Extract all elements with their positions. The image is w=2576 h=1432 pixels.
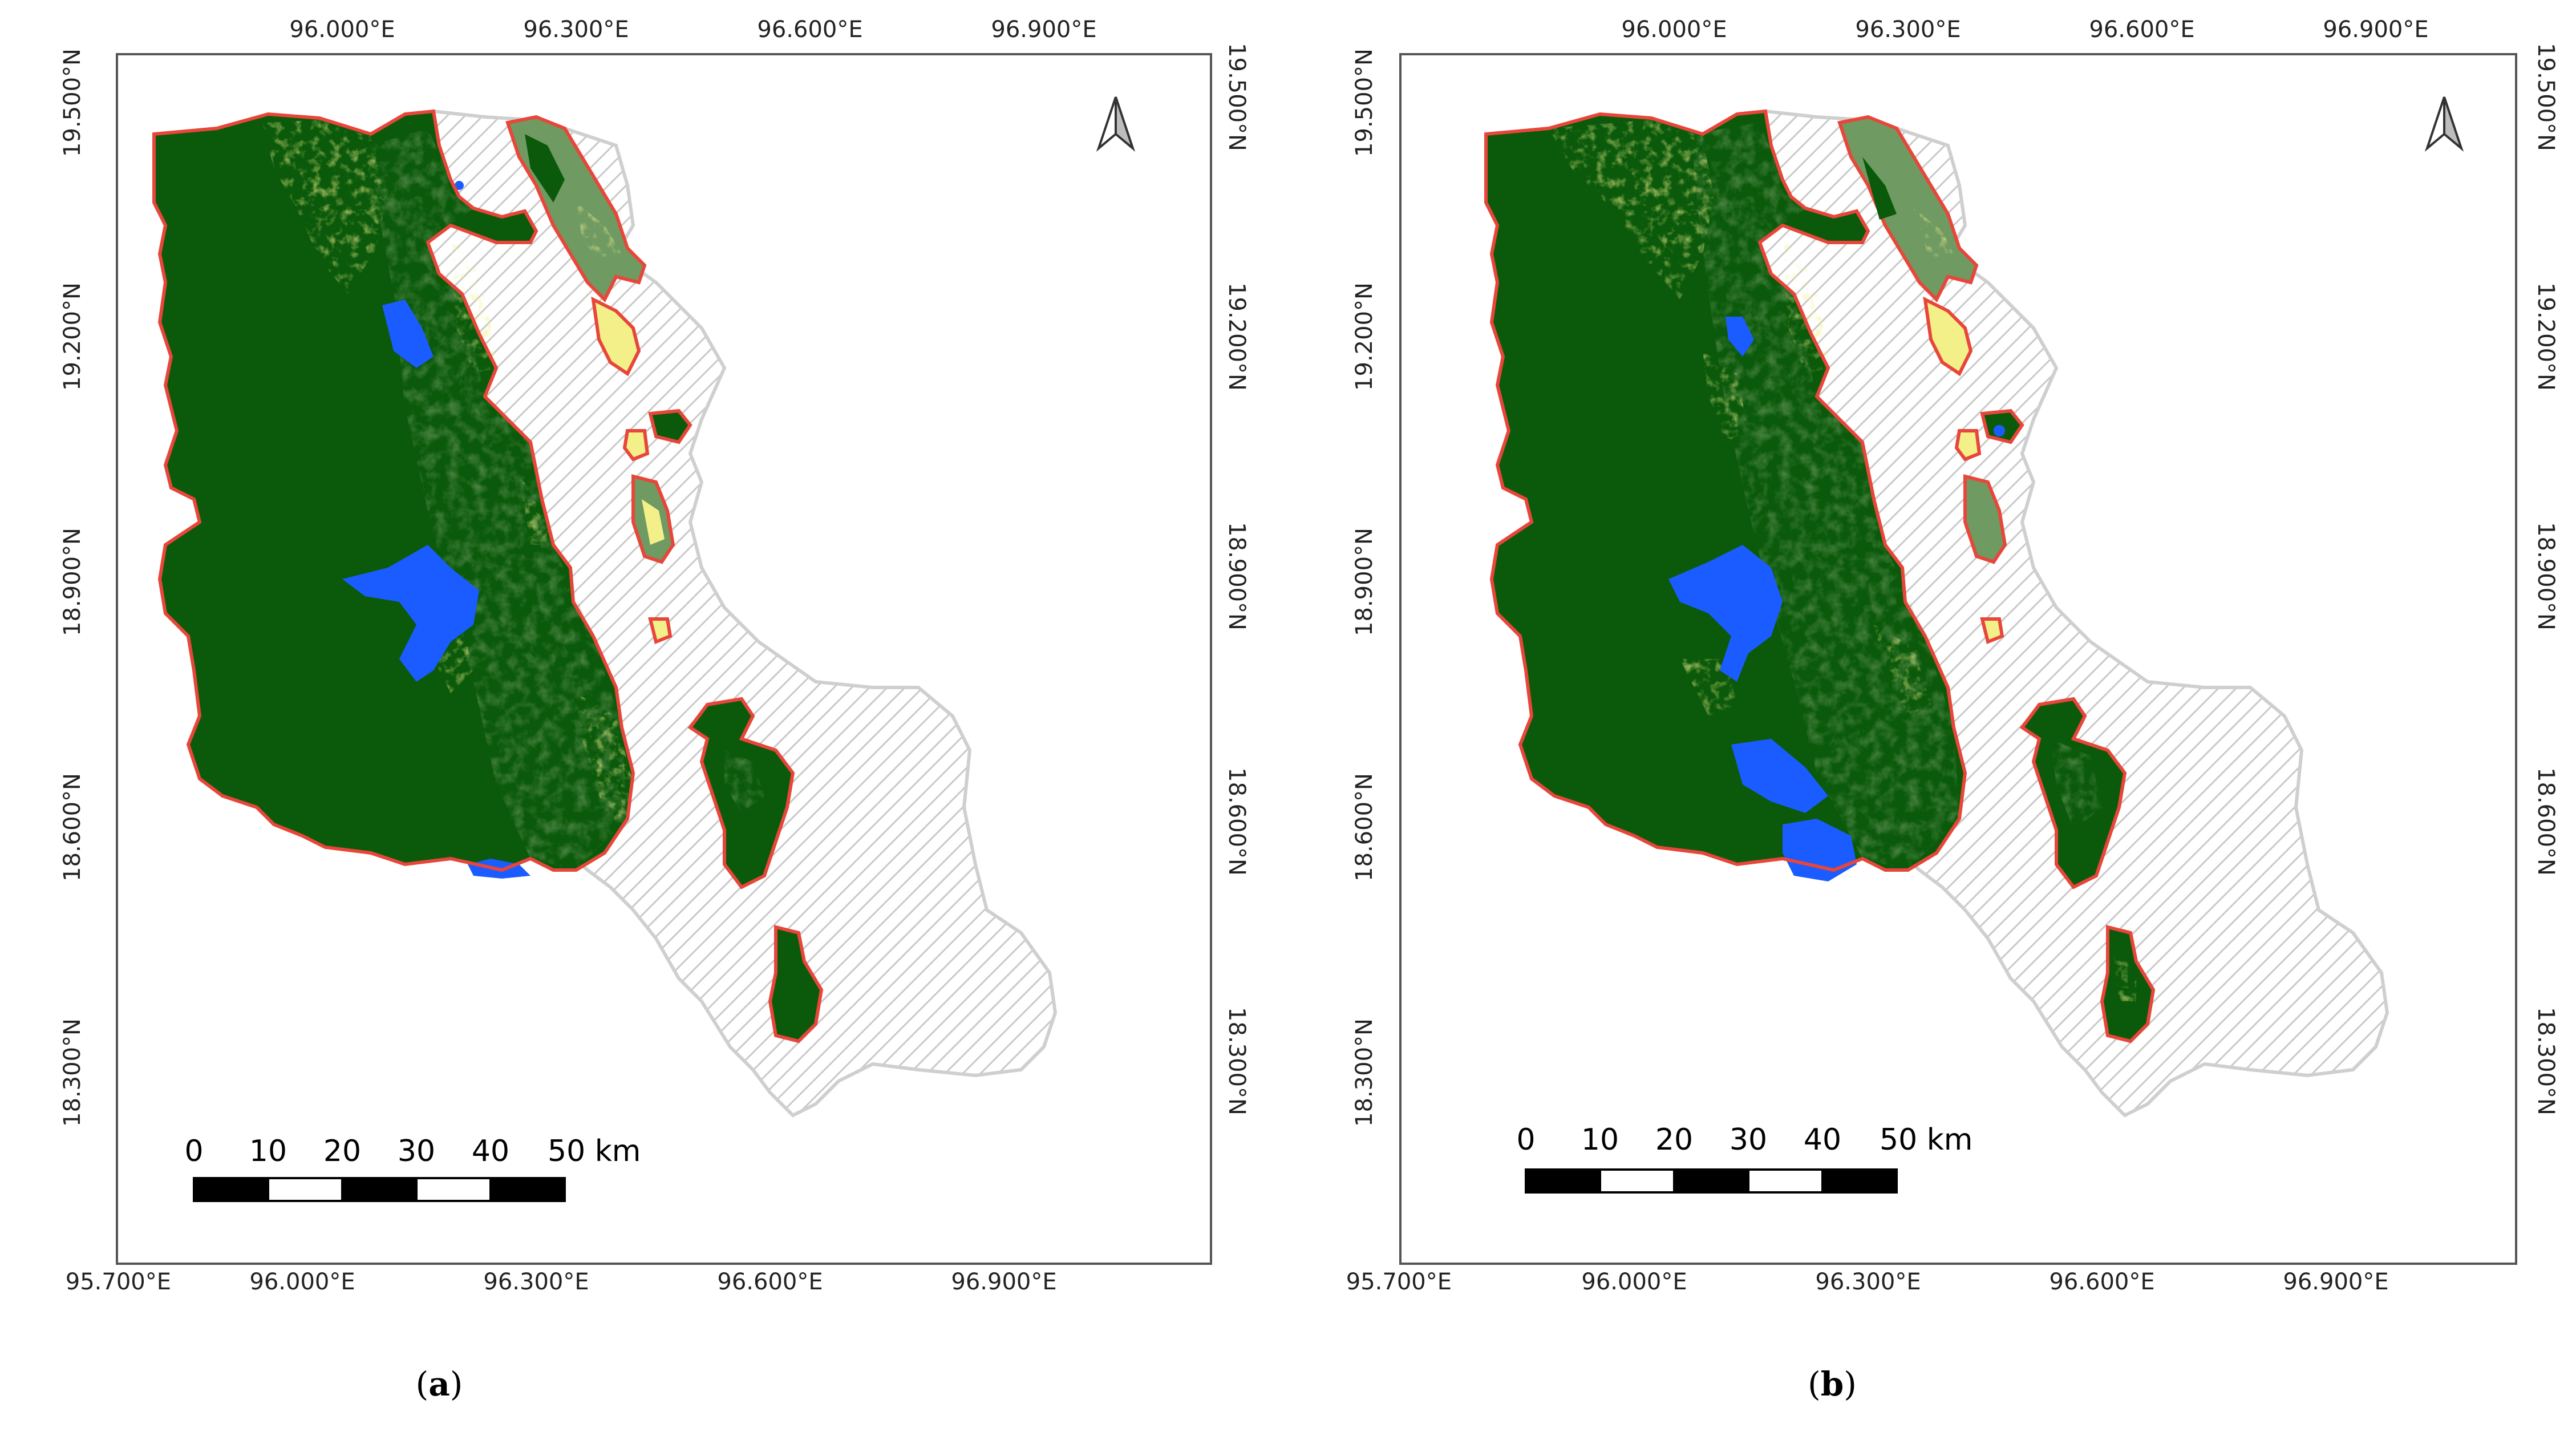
water-reservoir-north (382, 300, 434, 368)
top-x-ticks: 96.000°E 96.300°E 96.600°E 96.900°E (289, 17, 1096, 43)
tick-label: 18.300°N (59, 1018, 86, 1127)
tick-label: 96.600°E (2089, 17, 2194, 43)
scale-label: 30 (1730, 1123, 1767, 1157)
caption-letter: a (428, 1365, 450, 1403)
tick-label: 18.600°N (59, 773, 86, 881)
scale-label: 50 km (548, 1134, 641, 1168)
tick-label: 96.300°E (1815, 1269, 1921, 1295)
water-reservoir-central (342, 545, 479, 682)
caption-letter: b (1820, 1365, 1844, 1403)
tick-label: 95.700°E (1346, 1269, 1452, 1295)
water-south (1783, 819, 1857, 881)
scale-label: 20 (1655, 1123, 1693, 1157)
tick-label: 96.000°E (249, 1269, 355, 1295)
open-land-north (262, 120, 388, 294)
tick-label: 96.900°E (2283, 1269, 2388, 1295)
top-x-ticks: 96.000°E 96.300°E 96.600°E 96.900°E (1621, 17, 2428, 43)
scale-label: 50 km (1880, 1123, 1972, 1157)
left-y-ticks: 19.500°N 19.200°N 18.900°N 18.600°N 18.3… (1351, 48, 1378, 1127)
tick-label: 19.200°N (1351, 282, 1378, 391)
tick-label: 18.300°N (2533, 1007, 2559, 1115)
tick-label: 96.600°E (717, 1269, 823, 1295)
tick-label: 96.000°E (1621, 17, 1727, 43)
scale-label: 40 (1804, 1123, 1841, 1157)
tick-label: 18.300°N (1224, 1007, 1250, 1115)
water-reservoir-north (1726, 317, 1754, 357)
tick-label: 18.600°N (2533, 767, 2559, 876)
tick-label: 96.300°E (1855, 17, 1961, 43)
map-panel-a: 0 10 20 30 40 50 km 96.000°E 96.300°E 96… (59, 17, 1250, 1295)
tick-label: 18.900°N (1224, 522, 1250, 630)
bottom-x-ticks: 95.700°E 96.000°E 96.300°E 96.600°E 96.9… (66, 1269, 1057, 1295)
left-y-ticks: 19.500°N 19.200°N 18.900°N 18.600°N 18.3… (59, 48, 86, 1127)
scale-bar: 0 10 20 30 40 50 km (1516, 1123, 1972, 1194)
scale-label: 0 (184, 1134, 203, 1168)
scale-bar: 0 10 20 30 40 50 km (184, 1134, 641, 1202)
tick-label: 95.700°E (66, 1269, 171, 1295)
tick-label: 19.500°N (1224, 43, 1250, 151)
tick-label: 96.300°E (523, 17, 629, 43)
caption-b: (b) (1808, 1365, 1857, 1403)
tick-label: 96.600°E (757, 17, 862, 43)
caption-a: (a) (415, 1365, 463, 1403)
scale-label: 40 (472, 1134, 509, 1168)
open-land-north (1549, 120, 1714, 300)
right-y-ticks: 19.500°N 19.200°N 18.900°N 18.600°N 18.3… (1224, 43, 1250, 1115)
tick-label: 19.200°N (2533, 282, 2559, 391)
north-arrow-icon (1096, 96, 1136, 152)
tick-label: 96.300°E (483, 1269, 589, 1295)
scale-label: 0 (1516, 1123, 1535, 1157)
tick-label: 96.900°E (2323, 17, 2428, 43)
map-panel-b: 0 10 20 30 40 50 km 96.000°E 96.300°E 96… (1346, 17, 2559, 1295)
tick-label: 18.300°N (1351, 1018, 1378, 1127)
tick-label: 96.900°E (991, 17, 1096, 43)
tick-label: 18.900°N (2533, 522, 2559, 630)
scale-label: 30 (398, 1134, 435, 1168)
tick-label: 18.900°N (59, 528, 86, 636)
right-y-ticks: 19.500°N 19.200°N 18.900°N 18.600°N 18.3… (2533, 43, 2559, 1115)
scale-label: 10 (1581, 1123, 1619, 1157)
tick-label: 96.600°E (2049, 1269, 2154, 1295)
scale-label: 20 (323, 1134, 361, 1168)
north-arrow-icon (2424, 96, 2464, 152)
tick-label: 19.500°N (59, 48, 86, 157)
water-reservoir-central (1668, 545, 1783, 682)
tick-label: 19.200°N (1224, 282, 1250, 391)
mixed-forest (371, 128, 627, 870)
map-content (1486, 111, 2387, 1115)
tick-label: 96.000°E (1581, 1269, 1687, 1295)
water-reservoir-south (1731, 739, 1828, 813)
tick-label: 18.600°N (1351, 773, 1378, 881)
tick-label: 18.600°N (1224, 767, 1250, 876)
tick-label: 19.500°N (1351, 48, 1378, 157)
scale-label: 10 (249, 1134, 287, 1168)
map-content (154, 111, 1055, 1115)
tick-label: 18.900°N (1351, 528, 1378, 636)
tick-label: 96.000°E (289, 17, 395, 43)
bottom-x-ticks: 95.700°E 96.000°E 96.300°E 96.600°E 96.9… (1346, 1269, 2389, 1295)
tick-label: 19.500°N (2533, 43, 2559, 151)
tick-label: 19.200°N (59, 282, 86, 391)
tick-label: 96.900°E (951, 1269, 1056, 1295)
